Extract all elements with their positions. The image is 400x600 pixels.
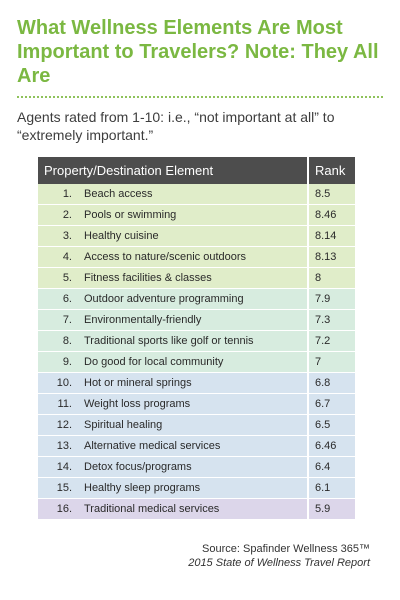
rank-value: 8.5 [308,184,355,205]
rank-value: 6.8 [308,372,355,394]
row-number: 13. [38,435,74,457]
element-name: Healthy sleep programs [74,477,309,499]
table-row: 3. Healthy cuisine 8.14 [38,225,355,247]
row-number: 7. [38,309,74,331]
rank-value: 8.14 [308,225,355,247]
subtitle: Agents rated from 1-10: i.e., “not impor… [17,109,335,143]
table-row: 7. Environmentally-friendly 7.3 [38,309,355,331]
table-row: 6. Outdoor adventure programming 7.9 [38,288,355,310]
ranking-table: Property/Destination Element Rank 1. Beac… [38,157,355,520]
element-name: Do good for local community [74,351,309,373]
table-header-row: Property/Destination Element Rank [38,157,355,184]
rank-value: 8 [308,267,355,289]
table-row: 5. Fitness facilities & classes 8 [38,267,355,289]
element-name: Weight loss programs [74,393,309,415]
table-row: 10. Hot or mineral springs 6.8 [38,372,355,394]
table-row: 12. Spiritual healing 6.5 [38,414,355,436]
element-name: Beach access [74,184,309,205]
row-number: 8. [38,330,74,352]
row-number: 3. [38,225,74,247]
element-name: Fitness facilities & classes [74,267,309,289]
element-name: Environmentally-friendly [74,309,309,331]
column-header-element: Property/Destination Element [38,157,309,184]
rank-value: 8.46 [308,204,355,226]
element-name: Detox focus/programs [74,456,309,478]
element-name: Outdoor adventure programming [74,288,309,310]
row-number: 11. [38,393,74,415]
table-row: 16. Traditional medical services 5.9 [38,498,355,520]
rank-value: 7.9 [308,288,355,310]
rank-value: 6.5 [308,414,355,436]
table-row: 1. Beach access 8.5 [38,184,355,205]
rank-value: 6.1 [308,477,355,499]
row-number: 15. [38,477,74,499]
row-number: 9. [38,351,74,373]
rank-value: 6.4 [308,456,355,478]
rank-value: 5.9 [308,498,355,520]
row-number: 4. [38,246,74,268]
rank-value: 7 [308,351,355,373]
row-number: 14. [38,456,74,478]
page-title: What Wellness Elements Are Most Importan… [17,17,379,87]
table-row: 11. Weight loss programs 6.7 [38,393,355,415]
table-row: 9. Do good for local community 7 [38,351,355,373]
report-name: 2015 State of Wellness Travel Report [188,557,370,569]
table-row: 4. Access to nature/scenic outdoors 8.13 [38,246,355,268]
table-row: 2. Pools or swimming 8.46 [38,204,355,226]
element-name: Alternative medical services [74,435,309,457]
table-row: 13. Alternative medical services 6.46 [38,435,355,457]
dotted-divider [17,96,383,98]
source-line: Source: Spafinder Wellness 365™ [202,543,370,555]
element-name: Traditional sports like golf or tennis [74,330,309,352]
table-row: 15. Healthy sleep programs 6.1 [38,477,355,499]
rank-value: 8.13 [308,246,355,268]
table-row: 14. Detox focus/programs 6.4 [38,456,355,478]
element-name: Traditional medical services [74,498,309,520]
element-name: Access to nature/scenic outdoors [74,246,309,268]
row-number: 12. [38,414,74,436]
row-number: 1. [38,184,74,205]
element-name: Spiritual healing [74,414,309,436]
row-number: 10. [38,372,74,394]
row-number: 2. [38,204,74,226]
row-number: 6. [38,288,74,310]
table-row: 8. Traditional sports like golf or tennis… [38,330,355,352]
row-number: 16. [38,498,74,520]
rank-value: 7.2 [308,330,355,352]
element-name: Pools or swimming [74,204,309,226]
table-body: 1. Beach access 8.5 2. Pools or swimming 8.46… [38,184,355,520]
element-name: Healthy cuisine [74,225,309,247]
element-name: Hot or mineral springs [74,372,309,394]
rank-value: 6.7 [308,393,355,415]
column-header-rank: Rank [308,157,355,184]
rank-value: 6.46 [308,435,355,457]
row-number: 5. [38,267,74,289]
rank-value: 7.3 [308,309,355,331]
source-credit: Source: Spafinder Wellness 365™ 2015 Sta… [188,542,370,570]
